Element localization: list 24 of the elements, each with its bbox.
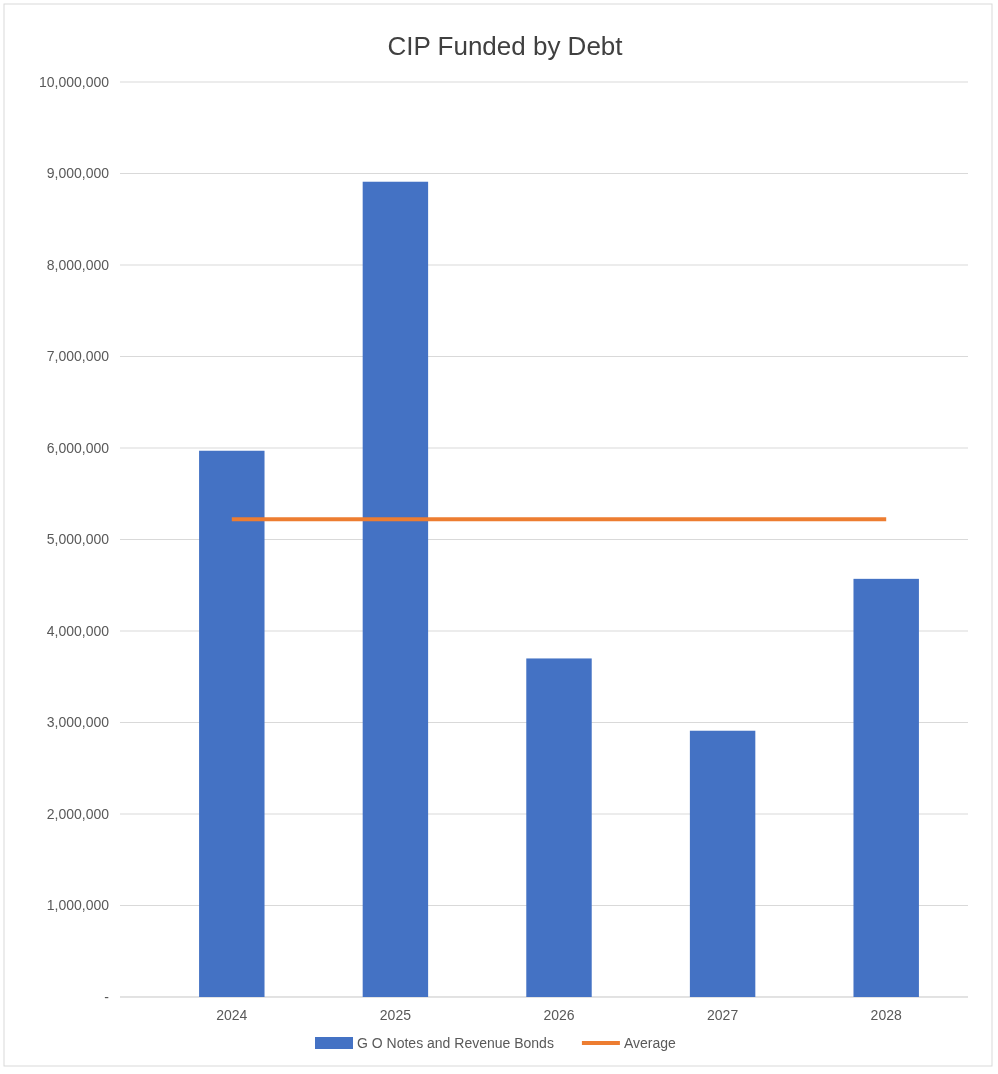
y-tick-label: 4,000,000 <box>46 622 110 639</box>
x-tick-label: 2028 <box>870 1006 902 1023</box>
y-tick-label: 1,000,000 <box>46 897 110 914</box>
y-tick-label: 5,000,000 <box>46 531 110 548</box>
bar <box>689 730 756 997</box>
y-tick-label: 2,000,000 <box>46 805 110 822</box>
y-tick-label: 10,000,000 <box>38 73 110 90</box>
x-tick-label: 2024 <box>216 1006 248 1023</box>
bar <box>362 181 429 997</box>
bar <box>199 450 265 997</box>
y-tick-label: 6,000,000 <box>46 439 110 456</box>
bar <box>853 578 919 997</box>
chart-title: CIP Funded by Debt <box>387 31 624 61</box>
y-tick-label: 3,000,000 <box>46 714 110 731</box>
y-tick-label: - <box>104 988 110 1005</box>
bar <box>526 658 592 997</box>
x-tick-label: 2025 <box>379 1006 412 1023</box>
y-tick-label: 9,000,000 <box>46 165 110 182</box>
x-tick-label: 2026 <box>543 1006 575 1023</box>
legend-label: Average <box>623 1035 677 1051</box>
legend-label: G O Notes and Revenue Bonds <box>357 1035 554 1051</box>
x-tick-label: 2027 <box>707 1006 739 1023</box>
y-tick-label: 7,000,000 <box>46 348 110 365</box>
y-tick-label: 8,000,000 <box>46 256 110 273</box>
